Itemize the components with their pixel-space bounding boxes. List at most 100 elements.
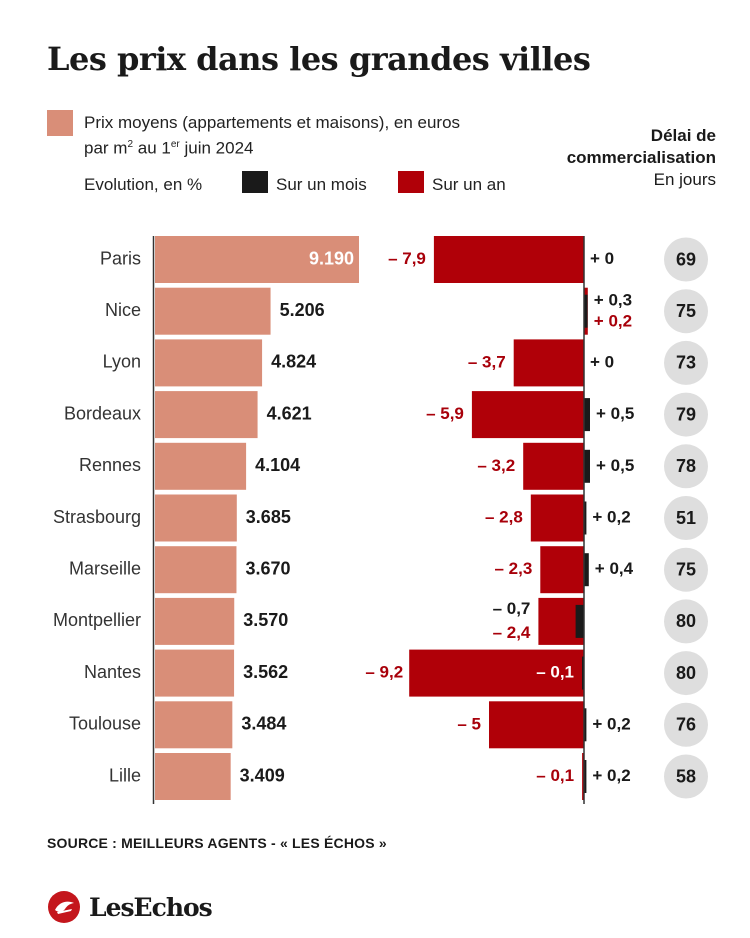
delai-circle-marseille [664,547,708,592]
month-label-paris: + 0 [590,249,614,268]
price-label-marseille: 3.670 [245,558,290,578]
legend-price-label: Prix moyens (appartements et maisons), e… [84,112,460,160]
city-label-strasbourg: Strasbourg [53,507,141,527]
month-bar-nantes [582,656,584,690]
year-label-toulouse: – 5 [457,714,481,733]
price-label-lyon: 4.824 [271,352,316,372]
year-bar-marseille [540,546,584,594]
les-echos-logo-icon [48,891,80,923]
delai-circle-nantes [664,651,708,696]
legend-month-label: Sur un mois [276,175,367,194]
delai-circle-bordeaux [664,392,708,437]
delai-circle-montpellier [664,599,708,644]
year-bar-nantes [409,649,584,697]
price-label-lille: 3.409 [240,765,285,785]
city-label-montpellier: Montpellier [53,610,141,630]
price-label-strasbourg: 3.685 [246,507,291,527]
month-label-bordeaux: + 0,5 [596,404,634,423]
city-label-lyon: Lyon [103,352,141,372]
legend-year-swatch [398,171,424,193]
city-label-marseille: Marseille [69,558,141,578]
city-label-toulouse: Toulouse [69,714,141,734]
year-label-strasbourg: – 2,8 [485,507,523,526]
price-bar-nantes [155,649,235,697]
chart-title: Les prix dans les grandes villes [47,40,591,78]
month-label-lyon: + 0 [590,352,614,371]
delai-circle-rennes [664,444,708,489]
price-bar-paris [155,236,359,283]
delai-header-line3: En jours [653,170,716,189]
delai-label-rennes: 78 [676,456,696,476]
price-bar-strasbourg [155,494,237,542]
legend-month-swatch [242,171,268,193]
les-echos-logo: LesEchos [47,890,213,924]
month-bar-nice [584,294,588,328]
city-label-bordeaux: Bordeaux [64,403,141,423]
les-echos-logo-text: LesEchos [89,892,213,922]
year-bar-lille [582,753,584,800]
delai-header-line1: Délai de [650,126,716,145]
year-bar-lyon [513,339,584,387]
delai-label-paris: 69 [676,249,696,269]
delai-label-nice: 75 [676,301,696,321]
delai-label-toulouse: 76 [676,715,696,735]
delai-circle-lyon [664,340,708,385]
price-bar-bordeaux [155,391,258,439]
delai-header-line2: commercialisation [566,148,716,167]
delai-label-montpellier: 80 [676,611,696,631]
price-bar-nice [155,287,271,335]
year-label-lyon: – 3,7 [468,352,506,371]
year-label-rennes: – 3,2 [477,456,515,475]
month-label-montpellier: – 0,7 [493,599,531,618]
year-label-nantes: – 9,2 [365,663,403,682]
month-bar-montpellier [575,604,584,638]
year-bar-strasbourg [530,494,584,542]
delai-circle-paris [664,237,708,282]
year-label-bordeaux: – 5,9 [426,404,464,423]
price-bar-lyon [155,339,263,387]
year-label-montpellier: – 2,4 [493,623,531,642]
price-label-paris: 9.190 [309,248,354,268]
month-label-rennes: + 0,5 [596,456,634,475]
year-label-marseille: – 2,3 [494,559,532,578]
delai-label-lille: 58 [676,766,696,786]
delai-circle-toulouse [664,702,708,747]
price-label-toulouse: 3.484 [241,714,286,734]
price-bar-toulouse [155,701,233,749]
legend-evolution-label: Evolution, en % [84,175,203,194]
legend-year-label: Sur un an [432,175,506,194]
year-label-nice: + 0,2 [594,312,632,331]
delai-label-lyon: 73 [676,353,696,373]
year-bar-rennes [523,442,584,490]
legend-price-line1: Prix moyens (appartements et maisons), e… [84,113,461,132]
month-label-strasbourg: + 0,2 [592,507,630,526]
city-label-lille: Lille [109,765,141,785]
price-label-montpellier: 3.570 [243,610,288,630]
month-bar-marseille [584,553,589,587]
month-label-lille: + 0,2 [592,766,630,785]
month-bar-rennes [584,449,590,483]
delai-circle-nice [664,289,708,334]
month-label-toulouse: + 0,2 [592,714,630,733]
city-label-paris: Paris [100,248,141,268]
source-note: SOURCE : MEILLEURS AGENTS - « LES ÉCHOS … [47,835,387,851]
price-label-nantes: 3.562 [243,662,288,682]
price-bar-montpellier [155,597,235,645]
year-bar-bordeaux [471,391,584,439]
price-bar-lille [155,753,231,800]
delai-label-strasbourg: 51 [676,508,696,528]
delai-header: Délai de commercialisation En jours [567,125,716,191]
price-bar-rennes [155,442,247,490]
delai-label-marseille: 75 [676,559,696,579]
year-label-paris: – 7,9 [388,249,426,268]
year-bar-toulouse [489,701,584,749]
city-label-nantes: Nantes [84,662,141,682]
delai-label-nantes: 80 [676,663,696,683]
price-label-rennes: 4.104 [255,455,300,475]
price-label-bordeaux: 4.621 [267,403,312,423]
city-label-rennes: Rennes [79,455,141,475]
price-bar-marseille [155,546,237,594]
month-label-nice: + 0,3 [594,291,632,310]
city-label-nice: Nice [105,300,141,320]
